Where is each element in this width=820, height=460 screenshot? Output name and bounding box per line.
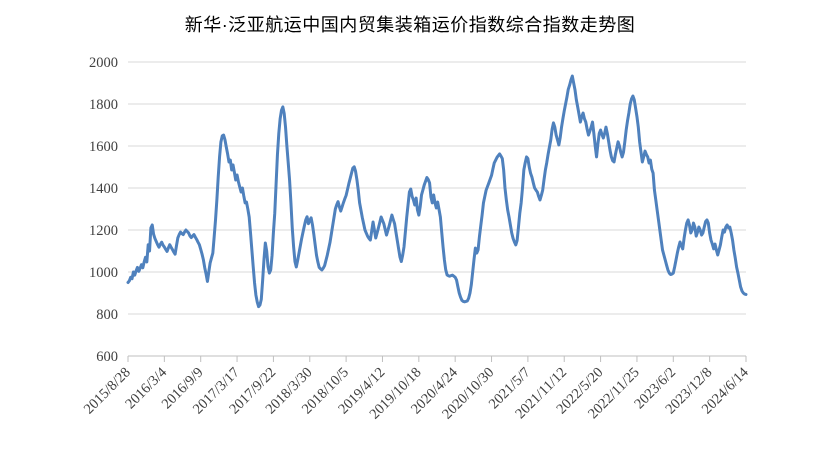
- y-tick-label: 1400: [89, 181, 118, 197]
- y-tick-label: 1200: [89, 223, 118, 239]
- chart-title: 新华·泛亚航运中国内贸集装箱运价指数综合指数走势图: [184, 15, 636, 35]
- gridlines: [128, 61, 746, 315]
- y-tick-label: 2000: [89, 55, 118, 71]
- y-tick-label: 1800: [89, 97, 118, 113]
- freight-index-series: [126, 74, 748, 309]
- y-tick-label: 1600: [89, 139, 118, 155]
- y-tick-label: 1000: [89, 265, 118, 281]
- y-tick-label: 600: [96, 349, 118, 365]
- x-axis-labels: 2015/8/282016/3/42016/9/92017/3/172017/9…: [81, 364, 752, 423]
- y-axis-labels: 600 800 1000 1200 1400 1600 1800 2000: [89, 55, 118, 365]
- x-axis: [127, 355, 747, 362]
- x-tick-label: 2015/8/28: [81, 365, 134, 418]
- series-line: [126, 74, 748, 309]
- y-tick-label: 800: [96, 307, 118, 323]
